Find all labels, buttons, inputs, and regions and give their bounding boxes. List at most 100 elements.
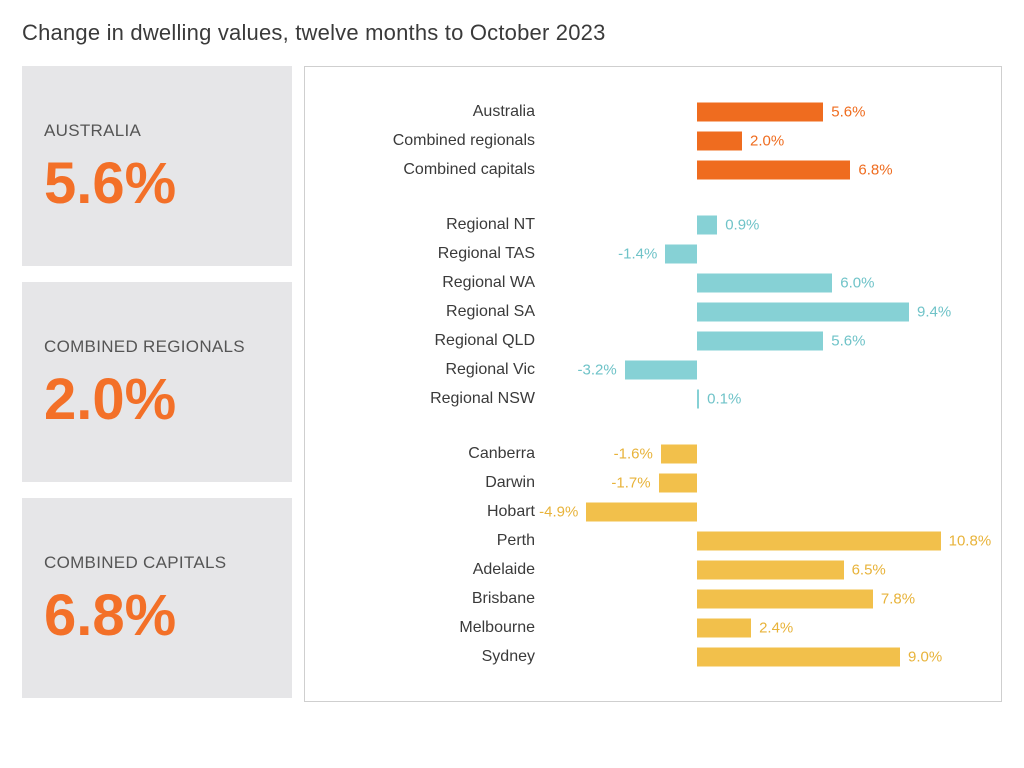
- bar-track: 9.4%: [545, 297, 979, 326]
- bar-value-label: 10.8%: [949, 532, 992, 549]
- bar-row: Regional WA 6.0%: [315, 268, 979, 297]
- bar-value-label: -1.7%: [611, 474, 650, 491]
- bar-value-label: -4.9%: [539, 503, 578, 520]
- summary-card-regionals: COMBINED REGIONALS 2.0%: [22, 282, 292, 482]
- bar-category-label: Regional SA: [315, 303, 545, 321]
- bar-value-label: 9.4%: [917, 303, 951, 320]
- content-layout: AUSTRALIA 5.6% COMBINED REGIONALS 2.0% C…: [22, 66, 1002, 702]
- bar-category-label: Regional WA: [315, 274, 545, 292]
- bar-track: 7.8%: [545, 584, 979, 613]
- bar-row: Canberra -1.6%: [315, 439, 979, 468]
- bar: [697, 102, 823, 121]
- bar-value-label: 2.4%: [759, 619, 793, 636]
- bar: [697, 131, 742, 150]
- bar-row: Regional NSW 0.1%: [315, 384, 979, 413]
- chart-title: Change in dwelling values, twelve months…: [22, 20, 1002, 46]
- bar-chart-area: Australia5.6%Combined regionals2.0%Combi…: [315, 97, 979, 671]
- bar-value-label: 6.8%: [858, 161, 892, 178]
- group-spacer: [315, 184, 979, 210]
- bar-track: 2.0%: [545, 126, 979, 155]
- bar-row: Darwin -1.7%: [315, 468, 979, 497]
- bar: [697, 560, 844, 579]
- bar: [697, 647, 900, 666]
- bar: [697, 618, 751, 637]
- bar: [697, 302, 909, 321]
- bar-track: 6.5%: [545, 555, 979, 584]
- bar: [625, 360, 697, 379]
- bar-category-label: Canberra: [315, 445, 545, 463]
- summary-sidebar: AUSTRALIA 5.6% COMBINED REGIONALS 2.0% C…: [22, 66, 292, 702]
- bar-value-label: 0.9%: [725, 216, 759, 233]
- bar-category-label: Perth: [315, 532, 545, 550]
- bar-category-label: Australia: [315, 103, 545, 121]
- bar-track: 6.0%: [545, 268, 979, 297]
- group-spacer: [315, 413, 979, 439]
- card-label: AUSTRALIA: [44, 120, 270, 142]
- bar-track: 10.8%: [545, 526, 979, 555]
- bar-row: Regional Vic-3.2%: [315, 355, 979, 384]
- bar-row: Regional TAS -1.4%: [315, 239, 979, 268]
- bar-category-label: Hobart: [315, 503, 545, 521]
- bar-category-label: Adelaide: [315, 561, 545, 579]
- bar-row: Australia 5.6%: [315, 97, 979, 126]
- bar-row: Combined capitals 6.8%: [315, 155, 979, 184]
- card-value: 5.6%: [44, 152, 270, 216]
- bar-value-label: 6.5%: [852, 561, 886, 578]
- bar-track: 5.6%: [545, 326, 979, 355]
- bar-value-label: 6.0%: [840, 274, 874, 291]
- bar-row: Adelaide 6.5%: [315, 555, 979, 584]
- bar-track: -1.4%: [545, 239, 979, 268]
- bar-value-label: 5.6%: [831, 332, 865, 349]
- bar-row: Regional QLD 5.6%: [315, 326, 979, 355]
- bar-category-label: Sydney: [315, 648, 545, 666]
- card-value: 6.8%: [44, 584, 270, 648]
- bar-category-label: Darwin: [315, 474, 545, 492]
- bar: [697, 215, 717, 234]
- bar-category-label: Combined regionals: [315, 132, 545, 150]
- bar: [697, 331, 823, 350]
- bar: [697, 273, 832, 292]
- bar-value-label: -3.2%: [578, 361, 617, 378]
- bar-row: Hobart-4.9%: [315, 497, 979, 526]
- bar-value-label: 5.6%: [831, 103, 865, 120]
- bar-track: -3.2%: [545, 355, 979, 384]
- bar-value-label: 0.1%: [707, 390, 741, 407]
- bar-value-label: 7.8%: [881, 590, 915, 607]
- bar-chart-panel: Australia5.6%Combined regionals2.0%Combi…: [304, 66, 1002, 702]
- bar: [697, 589, 873, 608]
- bar-track: 6.8%: [545, 155, 979, 184]
- bar-row: Perth10.8%: [315, 526, 979, 555]
- bar-value-label: -1.6%: [614, 445, 653, 462]
- summary-card-australia: AUSTRALIA 5.6%: [22, 66, 292, 266]
- card-label: COMBINED REGIONALS: [44, 336, 270, 358]
- bar-value-label: -1.4%: [618, 245, 657, 262]
- bar: [697, 389, 699, 408]
- bar-category-label: Melbourne: [315, 619, 545, 637]
- bar-row: Sydney9.0%: [315, 642, 979, 671]
- bar: [659, 473, 697, 492]
- bar: [586, 502, 697, 521]
- bar-category-label: Combined capitals: [315, 161, 545, 179]
- bar-track: 9.0%: [545, 642, 979, 671]
- bar: [697, 531, 941, 550]
- bar-value-label: 2.0%: [750, 132, 784, 149]
- bar-row: Combined regionals 2.0%: [315, 126, 979, 155]
- bar-track: 5.6%: [545, 97, 979, 126]
- bar-track: 2.4%: [545, 613, 979, 642]
- card-value: 2.0%: [44, 368, 270, 432]
- bar-category-label: Regional QLD: [315, 332, 545, 350]
- bar-category-label: Brisbane: [315, 590, 545, 608]
- bar-row: Melbourne 2.4%: [315, 613, 979, 642]
- bar-row: Regional SA 9.4%: [315, 297, 979, 326]
- card-label: COMBINED CAPITALS: [44, 552, 270, 574]
- bar-track: 0.1%: [545, 384, 979, 413]
- bar: [661, 444, 697, 463]
- bar-track: -4.9%: [545, 497, 979, 526]
- bar-category-label: Regional TAS: [315, 245, 545, 263]
- bar-track: 0.9%: [545, 210, 979, 239]
- bar-row: Brisbane 7.8%: [315, 584, 979, 613]
- bar-track: -1.6%: [545, 439, 979, 468]
- bar: [665, 244, 697, 263]
- bar-track: -1.7%: [545, 468, 979, 497]
- bar-category-label: Regional NSW: [315, 390, 545, 408]
